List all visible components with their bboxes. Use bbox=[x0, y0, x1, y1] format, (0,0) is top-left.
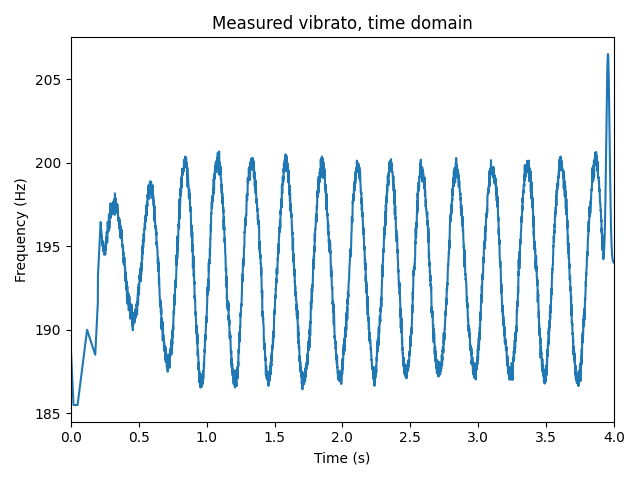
X-axis label: Time (s): Time (s) bbox=[314, 451, 371, 465]
Y-axis label: Frequency (Hz): Frequency (Hz) bbox=[15, 177, 29, 282]
Title: Measured vibrato, time domain: Measured vibrato, time domain bbox=[212, 15, 473, 33]
